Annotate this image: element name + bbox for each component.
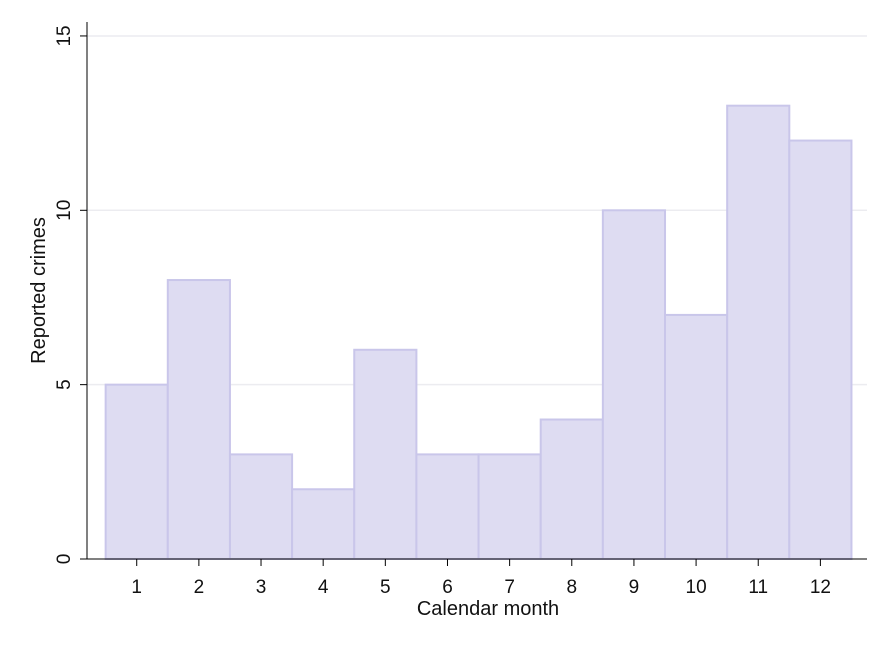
x-axis-ticks: 1 2 3 4 5 6 7 8 9 10 11 12: [131, 559, 831, 598]
y-tick-label: 10: [54, 200, 75, 221]
bar-month-12: [788, 139, 853, 560]
x-tick-label: 5: [380, 577, 391, 598]
y-axis-title: Reported crimes: [28, 217, 50, 364]
x-tick-label: 11: [748, 577, 768, 598]
x-axis-title: Calendar month: [417, 598, 559, 620]
x-tick-label: 3: [256, 577, 267, 598]
y-tick-label: 15: [54, 25, 75, 46]
bar-month-10: [664, 313, 729, 560]
x-tick-label: 1: [131, 577, 142, 598]
x-tick-label: 9: [629, 577, 640, 598]
bar-month-7: [477, 453, 542, 561]
y-axis-ticks: 0 5 10 15: [54, 25, 87, 564]
bar-month-9: [601, 209, 667, 560]
x-tick-label: 10: [686, 577, 707, 598]
x-tick-label: 7: [504, 577, 515, 598]
bar-month-4: [291, 488, 356, 560]
x-tick-label: 8: [566, 577, 577, 598]
bar-month-6: [415, 453, 480, 561]
bar-month-5: [353, 348, 418, 561]
x-tick-label: 2: [194, 577, 205, 598]
bar-month-3: [228, 453, 294, 561]
y-tick-label: 0: [54, 554, 75, 565]
bar-month-1: [104, 383, 169, 560]
bar-month-8: [539, 418, 604, 560]
y-tick-label: 5: [54, 379, 75, 390]
x-tick-label: 6: [442, 577, 453, 598]
x-tick-label: 12: [810, 577, 831, 598]
bar-month-11: [726, 104, 791, 560]
bar-month-2: [166, 279, 231, 560]
x-tick-label: 4: [318, 577, 329, 598]
bars: [104, 104, 853, 561]
